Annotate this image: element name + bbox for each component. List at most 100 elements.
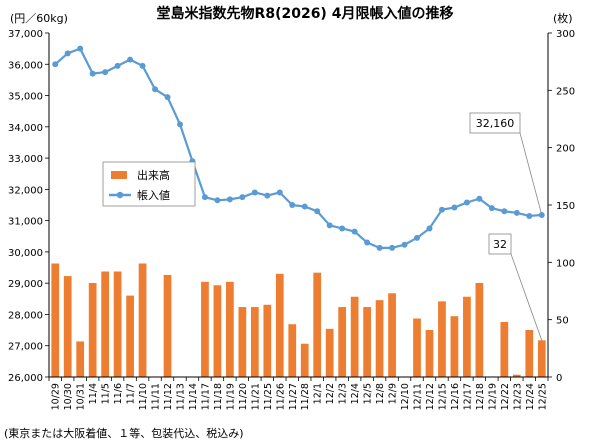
x-tick-label: 10/29 [51, 383, 62, 410]
settlement-polyline [54, 47, 542, 249]
x-tick-label: 11/26 [275, 383, 286, 410]
bar-12/8 [375, 300, 384, 377]
right-tick-label: 300 [556, 29, 575, 40]
x-tick-label: 11/5 [101, 383, 112, 404]
left-tick-label: 26,000 [8, 373, 43, 384]
point-10/29 [52, 61, 59, 68]
point-12/23 [513, 209, 520, 216]
bar-11/20 [238, 307, 247, 377]
point-11/20 [239, 194, 246, 201]
callout-text-bar: 32 [493, 238, 507, 251]
point-11/17 [201, 194, 208, 201]
x-tick-label: 12/10 [400, 383, 411, 410]
x-tick-label: 12/24 [525, 383, 536, 410]
legend-bar-swatch [111, 171, 127, 179]
point-10/30 [64, 50, 71, 57]
right-axis-unit: (枚) [553, 11, 573, 25]
bar-11/4 [88, 282, 97, 377]
bar-11/25 [263, 304, 272, 377]
settlement-line [52, 45, 545, 251]
left-axis-unit: (円／60kg) [10, 12, 68, 25]
point-12/24 [526, 212, 533, 219]
bar-12/16 [450, 316, 459, 377]
legend-box [102, 161, 196, 207]
left-tick-label: 31,000 [8, 217, 43, 228]
point-11/21 [251, 189, 258, 196]
chart-title: 堂島米指数先物R8(2026) 4月限帳入値の推移 [157, 5, 454, 22]
left-tick-label: 35,000 [8, 92, 43, 103]
left-tick-label: 34,000 [8, 123, 43, 134]
point-11/7 [127, 56, 134, 63]
bar-11/19 [226, 281, 234, 377]
left-tick-label: 32,000 [8, 185, 43, 196]
point-12/8 [376, 244, 383, 251]
x-tick-label: 12/11 [413, 383, 424, 410]
bar-10/30 [63, 276, 72, 377]
point-11/11 [152, 86, 159, 93]
bar-12/23 [512, 374, 521, 377]
bar-11/27 [288, 324, 297, 377]
point-12/22 [501, 208, 508, 215]
bar-12/1 [313, 272, 322, 377]
x-tick-label: 12/9 [388, 383, 399, 404]
point-11/5 [102, 69, 109, 76]
point-12/10 [401, 241, 408, 248]
bar-12/15 [438, 301, 446, 377]
x-tick-label: 11/11 [151, 383, 162, 410]
x-tick-label: 11/25 [263, 383, 274, 410]
right-tick-label: 0 [556, 373, 562, 384]
point-12/17 [463, 199, 470, 206]
point-11/19 [226, 196, 233, 203]
right-tick-label: 100 [556, 258, 575, 269]
bar-11/28 [300, 343, 309, 377]
x-tick-label: 12/18 [475, 383, 486, 410]
axes [48, 33, 549, 381]
x-tick-label: 11/18 [213, 383, 224, 410]
point-12/2 [326, 222, 333, 229]
x-tick-label: 11/12 [163, 383, 174, 410]
point-11/18 [214, 197, 221, 204]
x-tick-label: 10/31 [76, 383, 87, 410]
right-tick-label: 200 [556, 144, 575, 155]
callout-text-line: 32,160 [476, 117, 515, 130]
x-tick-label: 12/4 [350, 383, 361, 404]
point-11/12 [164, 94, 171, 101]
point-11/25 [264, 192, 271, 199]
bar-11/26 [275, 273, 284, 377]
point-11/4 [89, 70, 96, 77]
x-tick-label: 11/27 [288, 383, 299, 410]
point-12/9 [389, 244, 396, 251]
left-tick-label: 27,000 [8, 342, 43, 353]
x-tick-label: 11/28 [300, 383, 311, 410]
bar-12/25 [537, 340, 546, 377]
legend: 出来高 帳入値 [102, 161, 196, 207]
bar-11/21 [250, 307, 259, 377]
bar-10/31 [76, 341, 85, 377]
point-11/28 [301, 203, 308, 210]
bar-12/4 [350, 296, 359, 377]
x-tick-label: 11/19 [225, 383, 236, 410]
legend-bar-label: 出来高 [137, 168, 170, 182]
volume-bars [51, 263, 546, 377]
point-12/19 [488, 205, 495, 212]
x-tick-label: 12/16 [450, 383, 461, 410]
point-11/26 [276, 189, 283, 196]
callout-box-line [469, 112, 521, 134]
left-tick-label: 36,000 [8, 60, 43, 71]
bar-12/12 [425, 329, 434, 377]
bar-11/17 [201, 281, 209, 377]
point-12/25 [538, 212, 545, 219]
bar-12/3 [338, 307, 347, 377]
right-tick-label: 50 [556, 316, 569, 327]
bar-12/2 [325, 328, 334, 377]
x-tick-label: 12/8 [375, 383, 386, 404]
x-tick-label: 12/3 [338, 383, 349, 404]
x-tick-label: 11/17 [200, 383, 211, 410]
x-tick-label: 12/5 [363, 383, 374, 404]
x-tick-label: 12/25 [537, 383, 548, 410]
x-tick-label: 12/2 [325, 383, 336, 404]
bar-11/12 [163, 274, 172, 377]
left-tick-label: 30,000 [8, 248, 43, 259]
x-tick-label: 11/10 [138, 383, 149, 410]
